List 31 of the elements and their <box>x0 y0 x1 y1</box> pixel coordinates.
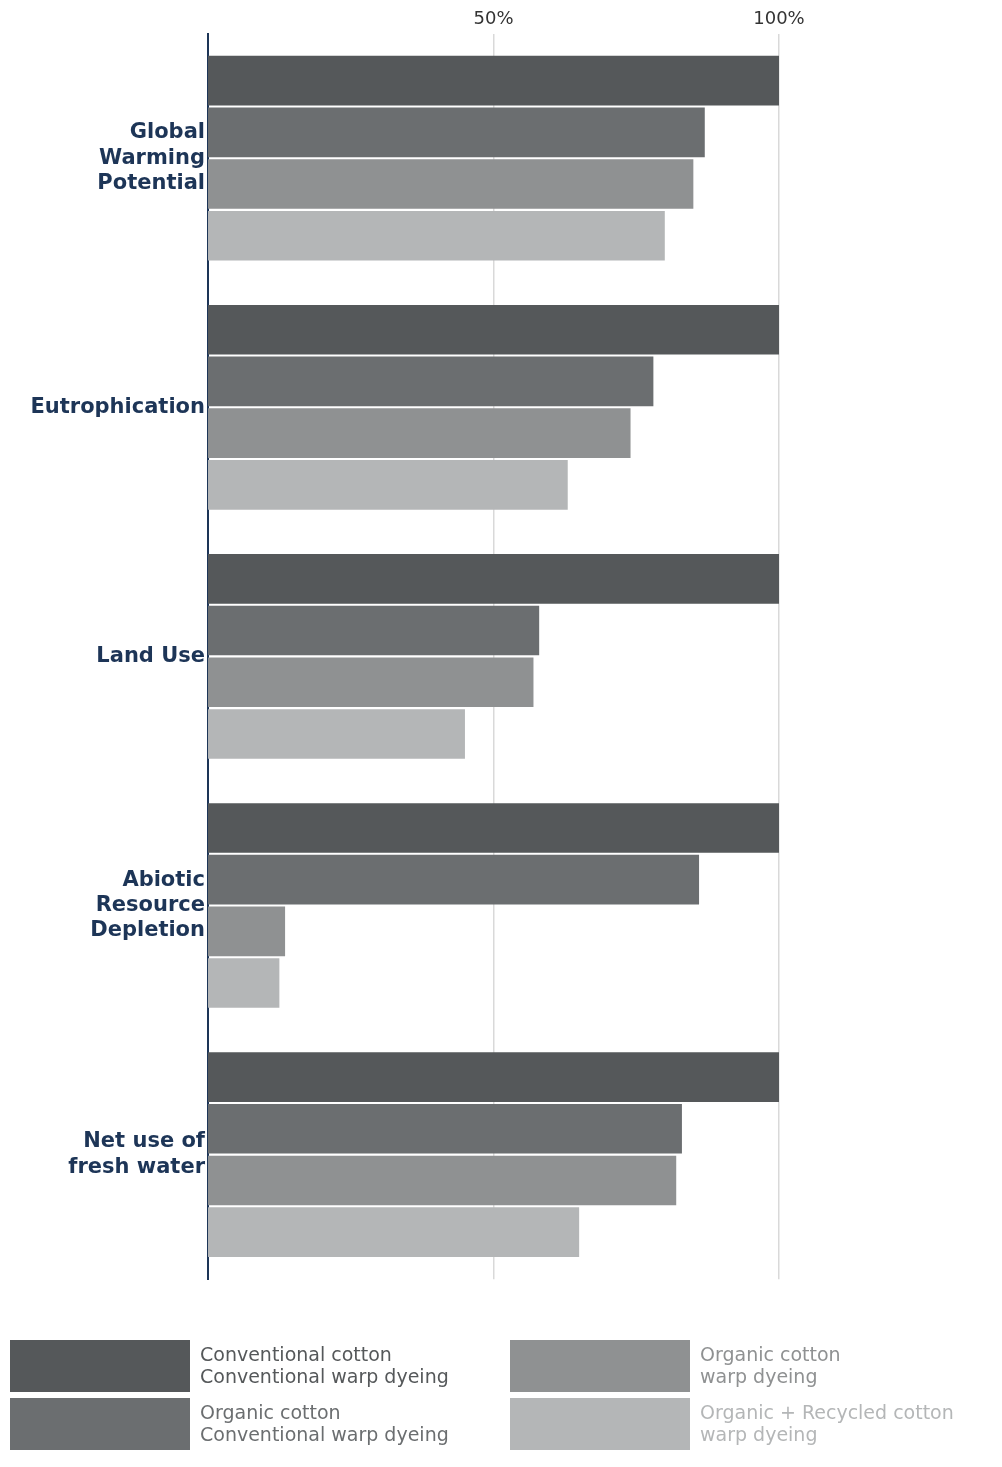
bar <box>208 1052 779 1102</box>
bar <box>208 554 779 604</box>
bar <box>208 657 534 708</box>
bar <box>208 605 540 656</box>
bar <box>208 709 465 759</box>
x-tick-label: 50% <box>473 7 514 29</box>
y-tick-label: Global Warming Potential <box>97 119 205 194</box>
bar <box>208 460 568 510</box>
bar <box>208 107 705 158</box>
bar <box>208 1207 580 1257</box>
x-tick-label: 100% <box>753 7 805 29</box>
y-tick-label: Abiotic Resource Depletion <box>90 866 205 942</box>
bar <box>208 356 654 407</box>
bar <box>208 958 280 1008</box>
bar <box>208 854 700 905</box>
legend-label: Organic cotton Conventional warp dyeing <box>200 1402 449 1446</box>
legend-label: Conventional cotton Conventional warp dyeing <box>200 1344 449 1388</box>
y-tick-label: Land Use <box>96 642 205 667</box>
bar <box>208 159 694 209</box>
y-tick-label: Net use of fresh water <box>68 1128 206 1178</box>
bar <box>208 210 665 261</box>
bar <box>208 803 779 853</box>
bar <box>208 906 286 957</box>
y-tick-label: Eutrophication <box>30 393 205 418</box>
bar <box>208 1155 677 1206</box>
bar <box>208 408 631 458</box>
legend-label: Organic cotton warp dyeing <box>700 1344 841 1388</box>
bar <box>208 1103 682 1154</box>
bar <box>208 55 779 106</box>
legend-label: Organic + Recycled cotton warp dyeing <box>700 1402 954 1446</box>
bar <box>208 304 779 355</box>
